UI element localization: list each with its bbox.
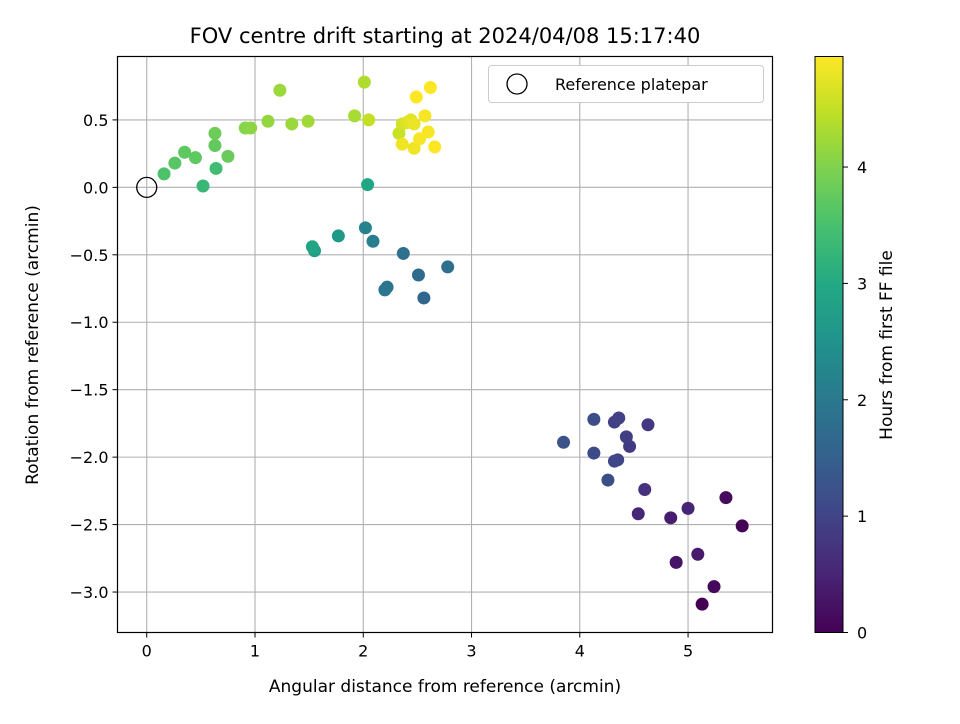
data-point xyxy=(707,580,721,594)
reference-point xyxy=(136,176,158,198)
legend: Reference platepar xyxy=(488,65,764,103)
data-point xyxy=(244,121,258,135)
colorbar-tick-label: 0 xyxy=(857,624,867,643)
y-axis-label: Rotation from reference (arcmin) xyxy=(23,205,43,485)
data-point xyxy=(196,179,210,193)
legend-box xyxy=(488,65,764,103)
data-point xyxy=(273,83,287,97)
data-point xyxy=(357,75,371,89)
data-point xyxy=(641,418,655,432)
data-point xyxy=(421,125,435,139)
y-tick-label: −2.5 xyxy=(70,516,109,535)
data-point xyxy=(735,519,749,533)
y-tick-label: −3.0 xyxy=(70,583,109,602)
data-point xyxy=(607,415,621,429)
x-tick-label: 2 xyxy=(358,642,368,661)
data-point xyxy=(407,141,421,155)
data-point xyxy=(417,291,431,305)
data-point xyxy=(168,156,182,170)
data-point xyxy=(301,114,315,128)
data-point xyxy=(407,117,421,131)
data-point xyxy=(366,234,380,248)
data-point xyxy=(411,268,425,282)
data-point xyxy=(409,90,423,104)
data-point xyxy=(209,161,223,175)
data-point xyxy=(695,597,709,611)
data-point xyxy=(305,240,319,254)
data-point xyxy=(719,491,733,505)
colorbar: 0 1 2 3 4 Hours from first FF file xyxy=(814,56,897,643)
colorbar-gradient xyxy=(814,56,844,633)
reference-marker xyxy=(136,176,158,198)
data-point xyxy=(691,547,705,561)
chart-title: FOV centre drift starting at 2024/04/08 … xyxy=(190,24,701,48)
data-point xyxy=(601,473,615,487)
data-point xyxy=(396,246,410,260)
x-axis-label: Angular distance from reference (arcmin) xyxy=(269,677,621,697)
data-point xyxy=(557,435,571,449)
data-point xyxy=(331,229,345,243)
y-tick-label: 0.5 xyxy=(83,111,108,130)
y-tick-label: 0.0 xyxy=(83,178,108,197)
data-point xyxy=(664,511,678,525)
data-point xyxy=(362,113,376,127)
data-point xyxy=(348,109,362,123)
x-tick-label: 4 xyxy=(575,642,585,661)
data-point xyxy=(681,501,695,515)
y-axis-ticks: 0.5 0.0 −0.5 −1.0 −1.5 −2.0 −2.5 −3.0 xyxy=(70,111,118,602)
data-point xyxy=(261,114,275,128)
x-tick-label: 1 xyxy=(250,642,260,661)
colorbar-tick-label: 3 xyxy=(857,274,867,293)
data-point xyxy=(178,145,192,159)
data-point xyxy=(208,126,222,140)
x-tick-label: 0 xyxy=(142,642,152,661)
colorbar-ticks: 0 1 2 3 4 xyxy=(843,158,867,643)
colorbar-tick-label: 2 xyxy=(857,391,867,410)
legend-marker xyxy=(506,73,528,95)
data-point xyxy=(587,446,601,460)
data-point xyxy=(638,483,652,497)
y-tick-label: −1.5 xyxy=(70,381,109,400)
legend-label: Reference platepar xyxy=(555,75,708,94)
data-point xyxy=(428,140,442,154)
data-point xyxy=(208,139,222,153)
data-point xyxy=(221,149,235,163)
data-point xyxy=(607,454,621,468)
data-point xyxy=(361,178,375,192)
x-tick-label: 3 xyxy=(466,642,476,661)
data-point xyxy=(587,412,601,426)
data-point xyxy=(423,81,437,95)
grid xyxy=(117,56,773,633)
data-point xyxy=(188,151,202,165)
y-tick-label: −2.0 xyxy=(70,448,109,467)
data-point xyxy=(441,260,455,274)
y-tick-label: −1.0 xyxy=(70,313,109,332)
data-point xyxy=(285,117,299,131)
y-tick-label: −0.5 xyxy=(70,246,109,265)
x-tick-label: 5 xyxy=(683,642,693,661)
x-axis-ticks: 0 1 2 3 4 5 xyxy=(142,632,693,661)
plot-frame xyxy=(116,55,774,634)
data-point xyxy=(358,221,372,235)
colorbar-tick-label: 1 xyxy=(857,507,867,526)
data-point xyxy=(157,167,171,181)
scatter-points xyxy=(157,75,749,611)
data-point xyxy=(669,555,683,569)
colorbar-label: Hours from first FF file xyxy=(877,250,897,440)
data-point xyxy=(631,507,645,521)
data-point xyxy=(378,283,392,297)
data-point xyxy=(619,430,633,444)
data-point xyxy=(395,137,409,151)
data-point xyxy=(418,109,432,123)
colorbar-tick-label: 4 xyxy=(857,158,867,177)
